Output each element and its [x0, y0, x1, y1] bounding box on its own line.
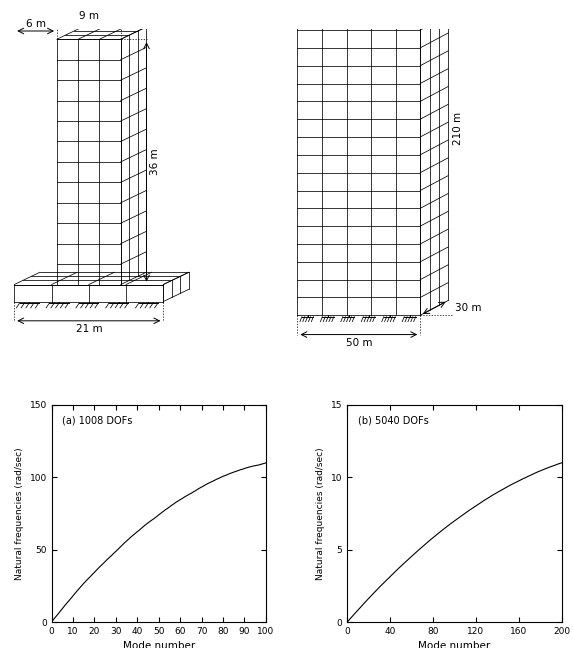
Text: 210 m: 210 m — [453, 111, 464, 145]
Text: (b) 5040 DOFs: (b) 5040 DOFs — [358, 416, 429, 426]
Text: (b) 5040 DOFs: (b) 5040 DOFs — [362, 423, 452, 436]
X-axis label: Mode number: Mode number — [418, 642, 490, 648]
Text: 30 m: 30 m — [455, 303, 481, 313]
Text: 21 m: 21 m — [76, 324, 102, 334]
Y-axis label: Natural frequencies (rad/sec): Natural frequencies (rad/sec) — [15, 447, 24, 580]
Text: (a) 1008 DOFs: (a) 1008 DOFs — [62, 416, 133, 426]
X-axis label: Mode number: Mode number — [123, 642, 195, 648]
Text: 6 m: 6 m — [26, 19, 46, 29]
Text: 36 m: 36 m — [150, 148, 160, 175]
Y-axis label: Natural frequencies (rad/sec): Natural frequencies (rad/sec) — [316, 447, 325, 580]
Text: 9 m: 9 m — [79, 12, 99, 21]
Text: 50 m: 50 m — [346, 338, 372, 348]
Text: (a) 1008 DOFs: (a) 1008 DOFs — [98, 423, 189, 436]
